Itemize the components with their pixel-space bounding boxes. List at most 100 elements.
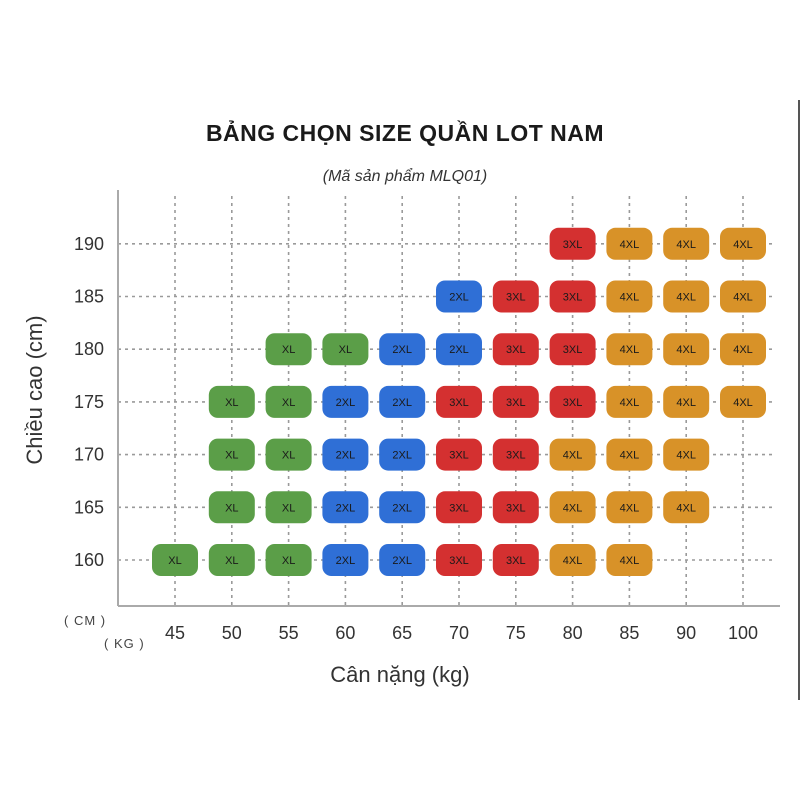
size-cell-label: 2XL (392, 397, 412, 409)
x-unit-label: ( KG ) (104, 636, 145, 651)
size-cell-label: 4XL (733, 239, 753, 251)
size-cell-label: 4XL (620, 397, 640, 409)
y-tick-170: 170 (74, 445, 104, 465)
size-cell-badge (208, 544, 255, 576)
x-tick-50: 50 (222, 623, 242, 643)
x-tick-85: 85 (619, 623, 639, 643)
size-cell-badge (549, 438, 596, 471)
size-cell: 4XL (720, 227, 766, 260)
size-cell-badge (208, 491, 255, 524)
y-tick-175: 175 (74, 392, 104, 412)
size-cell-label: XL (339, 344, 352, 356)
size-cell-badge (436, 280, 482, 313)
size-cell-label: 4XL (620, 239, 640, 251)
size-cell-label: 3XL (563, 397, 583, 409)
size-cell-label: 4XL (676, 344, 696, 356)
size-cell-label: XL (168, 555, 181, 567)
size-cell-badge (152, 544, 198, 576)
size-cell: 2XL (322, 491, 369, 524)
size-cell-badge (606, 544, 653, 576)
size-cell-badge (720, 280, 766, 313)
size-cell-label: 2XL (392, 502, 412, 514)
size-cell-badge (265, 333, 312, 366)
size-cell-label: 3XL (563, 239, 583, 251)
size-cell: 2XL (379, 491, 426, 524)
y-tick-160: 160 (74, 550, 104, 570)
size-cell-label: 4XL (676, 292, 696, 304)
size-cell-badge (322, 544, 369, 576)
size-cell-badge (492, 280, 539, 313)
size-cell-label: 4XL (620, 344, 640, 356)
size-cell: 4XL (663, 280, 710, 313)
size-cell-badge (663, 227, 710, 260)
size-cell: 3XL (492, 544, 539, 576)
size-cell-label: 2XL (392, 344, 412, 356)
size-cell-label: XL (282, 555, 295, 567)
size-cell: 4XL (720, 333, 766, 366)
size-cell-badge (663, 333, 710, 366)
size-cell: 4XL (606, 385, 653, 418)
y-tick-185: 185 (74, 287, 104, 307)
y-tick-165: 165 (74, 497, 104, 517)
size-cell: 3XL (492, 333, 539, 366)
x-tick-80: 80 (563, 623, 583, 643)
size-cell-badge (549, 544, 596, 576)
size-cell-badge (208, 385, 255, 418)
size-cell: 4XL (720, 280, 766, 313)
size-cell-label: XL (282, 502, 295, 514)
size-cell: 3XL (549, 333, 596, 366)
y-tick-labels: 160 165 170 175 180 185 190 (74, 234, 104, 570)
size-cell-badge (322, 438, 369, 471)
size-cell-label: 4XL (733, 397, 753, 409)
size-cell: XL (322, 333, 369, 366)
right-edge-border (798, 100, 800, 700)
size-cell-badge (549, 227, 596, 260)
x-tick-70: 70 (449, 623, 469, 643)
chart-title: BẢNG CHỌN SIZE QUẦN LOT NAM (206, 118, 604, 146)
size-cell: 3XL (436, 385, 482, 418)
size-cell-label: 2XL (336, 450, 356, 462)
size-cell: 4XL (606, 544, 653, 576)
size-cell-badge (379, 438, 426, 471)
y-tick-180: 180 (74, 339, 104, 359)
size-cell: XL (265, 385, 312, 418)
x-axis-title: Cân nặng (kg) (330, 662, 469, 687)
size-cell-label: 4XL (563, 555, 583, 567)
size-cell-label: 4XL (676, 450, 696, 462)
size-cell-label: 2XL (392, 450, 412, 462)
size-cell: XL (265, 333, 312, 366)
size-cell-label: 3XL (506, 502, 526, 514)
size-cell-label: 2XL (449, 292, 469, 304)
size-cells: XL XL XL 2XL 2XL 3XL 3XL 4XL 4XL XL XL 2XL 2XL 3XL 3XL… (152, 227, 766, 576)
size-cell-badge (265, 438, 312, 471)
size-cell: 4XL (606, 438, 653, 471)
size-cell-label: 3XL (449, 502, 469, 514)
size-cell-badge (606, 227, 653, 260)
size-cell-label: 3XL (563, 292, 583, 304)
size-cell-label: 3XL (506, 397, 526, 409)
size-cell-badge (265, 491, 312, 524)
size-cell-badge (379, 385, 426, 418)
size-cell-label: 4XL (620, 292, 640, 304)
size-cell: 2XL (379, 333, 426, 366)
size-cell-label: 2XL (449, 344, 469, 356)
size-cell-label: 4XL (620, 502, 640, 514)
size-cell-badge (549, 280, 596, 313)
size-cell: XL (265, 491, 312, 524)
size-cell-label: 2XL (336, 555, 356, 567)
size-cell-badge (606, 280, 653, 313)
size-cell-label: XL (282, 450, 295, 462)
size-cell-badge (492, 438, 539, 471)
size-cell-badge (322, 385, 369, 418)
size-cell-label: 4XL (620, 450, 640, 462)
x-tick-100: 100 (728, 623, 758, 643)
size-cell: 3XL (549, 385, 596, 418)
size-cell-label: 4XL (676, 397, 696, 409)
size-cell-badge (436, 544, 482, 576)
size-cell-badge (379, 491, 426, 524)
size-cell-badge (322, 333, 369, 366)
size-cell-badge (549, 333, 596, 366)
size-cell: 2XL (322, 385, 369, 418)
size-cell-badge (492, 385, 539, 418)
